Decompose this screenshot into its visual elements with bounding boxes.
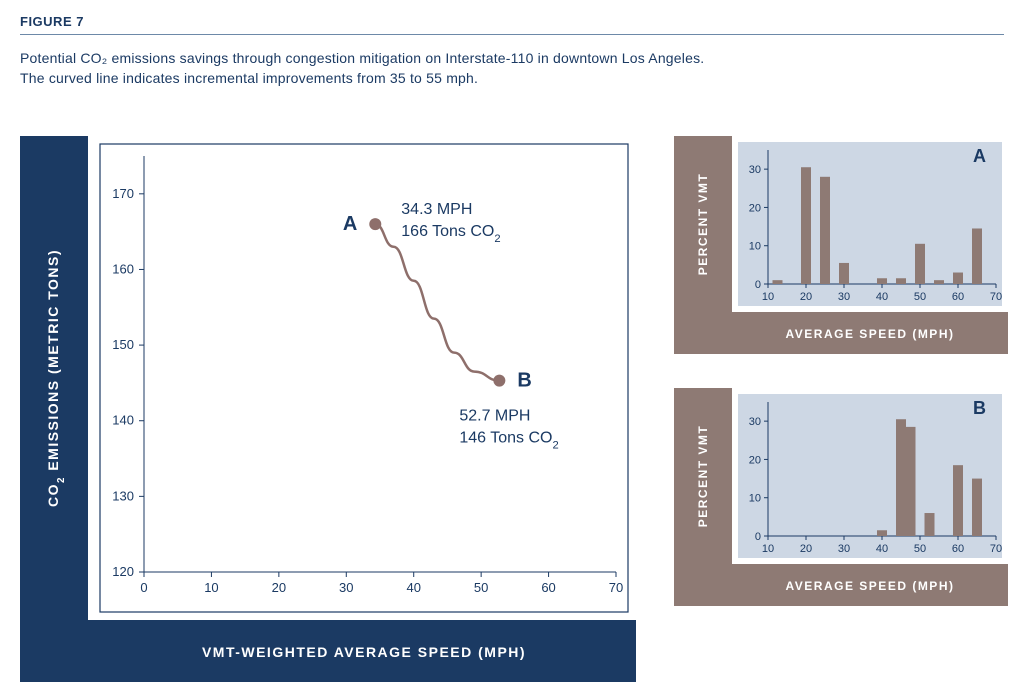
x-tick: 70: [990, 543, 1002, 555]
bar: [839, 263, 849, 284]
x-tick: 0: [140, 580, 147, 595]
label-a: A: [343, 213, 357, 235]
y-tick: 160: [112, 261, 134, 276]
x-tick: 40: [406, 580, 420, 595]
main-chart: 120 130 140 150 160 170 0 10 20 30 40 50 60 70 A 34.3 M…: [20, 136, 636, 682]
bar: [972, 479, 982, 536]
y-tick: 170: [112, 186, 134, 201]
x-tick: 70: [990, 291, 1002, 303]
x-tick: 70: [609, 580, 623, 595]
bar: [953, 465, 963, 536]
caption-line-1: Potential CO₂ emissions savings through …: [20, 50, 704, 66]
annot-b-mph: 52.7 MPH: [459, 408, 530, 425]
small-chart-a: 010203010203040506070APERCENT VMTAVERAGE…: [674, 136, 1008, 354]
x-tick: 40: [876, 543, 888, 555]
bar: [972, 228, 982, 284]
bar: [906, 427, 916, 536]
x-tick: 60: [952, 543, 964, 555]
y-axis-label: PERCENT VMT: [696, 425, 710, 528]
x-axis-label: AVERAGE SPEED (MPH): [786, 327, 955, 341]
y-tick: 30: [749, 416, 761, 428]
y-tick: 30: [749, 164, 761, 176]
bar: [953, 273, 963, 284]
x-tick: 30: [838, 543, 850, 555]
y-tick: 140: [112, 413, 134, 428]
x-tick: 40: [876, 291, 888, 303]
bar: [925, 513, 935, 536]
label-b: B: [517, 370, 531, 392]
x-tick: 10: [762, 543, 774, 555]
y-tick: 0: [755, 531, 761, 543]
x-tick: 50: [474, 580, 488, 595]
x-axis-label: AVERAGE SPEED (MPH): [786, 579, 955, 593]
x-tick: 10: [204, 580, 218, 595]
x-tick: 30: [838, 291, 850, 303]
x-tick: 50: [914, 291, 926, 303]
bar: [934, 280, 944, 284]
y-axis-label: PERCENT VMT: [696, 173, 710, 276]
x-tick: 20: [272, 580, 286, 595]
header-rule: [20, 34, 1004, 35]
x-tick: 30: [339, 580, 353, 595]
y-tick: 10: [749, 493, 761, 505]
annot-a-mph: 34.3 MPH: [401, 201, 472, 218]
y-tick: 10: [749, 241, 761, 253]
small-chart-b: 010203010203040506070BPERCENT VMTAVERAGE…: [674, 388, 1008, 606]
panel-letter: A: [973, 146, 986, 166]
bar: [877, 530, 887, 536]
x-tick: 20: [800, 291, 812, 303]
x-tick: 20: [800, 543, 812, 555]
bar: [877, 278, 887, 284]
y-tick: 120: [112, 564, 134, 579]
bar: [896, 419, 906, 536]
x-axis-label: VMT-WEIGHTED AVERAGE SPEED (MPH): [202, 644, 526, 660]
y-tick: 20: [749, 202, 761, 214]
bar: [896, 278, 906, 284]
panel-letter: B: [973, 398, 986, 418]
x-tick: 60: [541, 580, 555, 595]
x-tick: 50: [914, 543, 926, 555]
bar: [915, 244, 925, 284]
y-tick: 130: [112, 488, 134, 503]
bar: [820, 177, 830, 284]
x-tick: 10: [762, 291, 774, 303]
point-a: [369, 218, 381, 230]
figure-label: FIGURE 7: [20, 14, 84, 29]
caption-line-2: The curved line indicates incremental im…: [20, 70, 478, 86]
bar: [773, 280, 783, 284]
y-tick: 150: [112, 337, 134, 352]
bar: [801, 167, 811, 284]
x-tick: 60: [952, 291, 964, 303]
y-tick: 0: [755, 279, 761, 291]
point-b: [493, 375, 505, 387]
y-tick: 20: [749, 454, 761, 466]
